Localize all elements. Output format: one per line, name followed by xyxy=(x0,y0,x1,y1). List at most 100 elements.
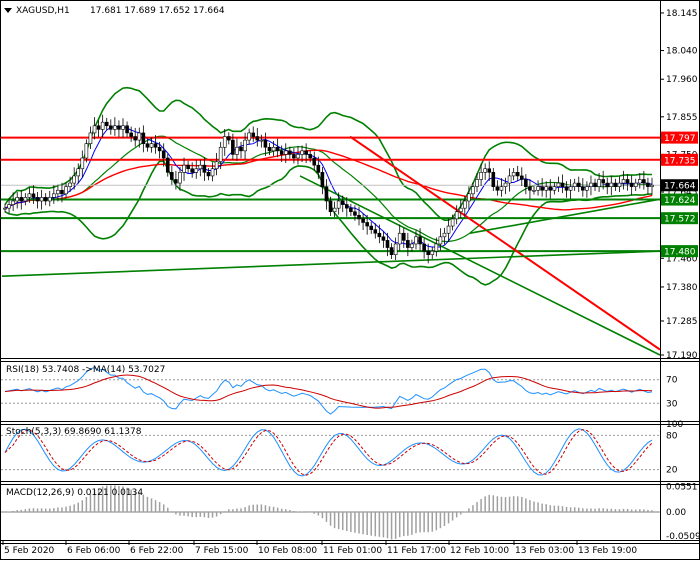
candle-body xyxy=(72,175,76,184)
candle-body xyxy=(381,236,386,241)
x-tick-label: 13 Feb 03:00 xyxy=(515,546,574,556)
candle-body xyxy=(96,125,101,130)
candle-body xyxy=(247,132,251,141)
candle-body xyxy=(422,243,426,252)
candle-body xyxy=(141,132,146,144)
level-tag-label: 17.797 xyxy=(664,134,696,144)
candle-body xyxy=(300,150,304,155)
candle-body xyxy=(214,161,219,170)
candle-body xyxy=(548,186,553,191)
price-panel xyxy=(1,86,661,356)
candle-body xyxy=(389,247,394,256)
candle-body xyxy=(133,136,138,141)
y-tick-label: 17.380 xyxy=(666,283,698,293)
candle-body xyxy=(385,240,390,248)
trendline-resistance xyxy=(349,135,661,351)
y-tick-label: 17.460 xyxy=(666,254,698,264)
candle-body xyxy=(519,175,524,180)
candle-body xyxy=(406,240,410,248)
candle-body xyxy=(642,179,646,184)
candle-body xyxy=(556,182,561,187)
bollinger-upper xyxy=(4,86,652,221)
candle-body xyxy=(121,125,125,130)
candle-body xyxy=(47,197,52,202)
rsi-tick-label: 70 xyxy=(666,376,678,386)
candle-body xyxy=(434,243,439,252)
candle-body xyxy=(68,182,72,187)
candle-body xyxy=(178,172,182,184)
candle-body xyxy=(609,182,614,187)
candle-body xyxy=(283,150,288,155)
trendline-channel-upper xyxy=(299,175,661,356)
candle-body xyxy=(401,232,406,241)
moving-average-fast xyxy=(4,125,653,248)
candle-body xyxy=(31,193,36,198)
candle-body xyxy=(194,168,199,173)
candle-body xyxy=(292,154,296,159)
candle-body xyxy=(442,232,447,238)
candle-body xyxy=(511,172,516,177)
trendline-support xyxy=(1,250,661,278)
candle-body xyxy=(576,182,581,187)
current-price-tag: 17.664 xyxy=(661,179,698,192)
candle-body xyxy=(581,186,585,191)
candle-body xyxy=(165,157,170,173)
candle-body xyxy=(84,143,89,159)
candle-body xyxy=(568,186,573,191)
candle-body xyxy=(463,200,467,209)
moving-average-slow xyxy=(4,149,653,211)
level-tag: 17.797 xyxy=(661,131,698,144)
candle-body xyxy=(202,164,207,173)
level-tag-label: 17.480 xyxy=(664,248,696,258)
candle-body xyxy=(487,168,492,173)
candle-body xyxy=(467,193,471,202)
candle-body xyxy=(340,200,345,205)
candle-body xyxy=(174,179,178,184)
candle-body xyxy=(621,179,626,184)
candle-body xyxy=(471,186,475,195)
candle-body xyxy=(410,243,414,248)
rsi-ma-line xyxy=(4,374,653,409)
rsi-label: RSI(18) 53.7408 ->MA(14) 53.7027 xyxy=(6,365,165,375)
candle-body xyxy=(532,189,536,192)
level-tag-label: 17.624 xyxy=(664,196,696,206)
candle-body xyxy=(515,172,520,177)
candle-body xyxy=(117,125,121,130)
ohlc-label: 17.681 17.689 17.652 17.664 xyxy=(90,6,225,16)
candle-body xyxy=(125,125,129,134)
candle-body xyxy=(279,150,284,155)
candle-body xyxy=(324,186,329,202)
level-tag: 17.480 xyxy=(661,245,698,258)
candle-body xyxy=(491,172,496,187)
candle-body xyxy=(605,182,610,187)
candle-body xyxy=(507,175,512,184)
stoch-label: Stoch(5,3,3) 69.8690 61.1378 xyxy=(6,427,142,437)
candle-body xyxy=(113,125,117,130)
candle-body xyxy=(332,207,337,213)
trendline-rising xyxy=(469,198,661,235)
level-tag-box xyxy=(661,131,698,144)
candle-body xyxy=(320,172,325,187)
macd-tick-label: 0.00 xyxy=(666,508,686,518)
candle-body xyxy=(304,150,308,155)
stoch-tick-label: 20 xyxy=(666,466,678,476)
candle-body xyxy=(601,179,605,184)
candle-body xyxy=(239,146,243,152)
y-tick-label: 17.855 xyxy=(666,113,698,123)
candle-body xyxy=(170,172,174,180)
candle-body xyxy=(560,182,565,187)
candle-body xyxy=(3,207,7,210)
y-tick-label: 18.145 xyxy=(666,9,698,19)
x-tick-label: 5 Feb 2020 xyxy=(4,546,55,556)
candle-body xyxy=(357,215,361,220)
candle-body xyxy=(104,121,109,127)
rsi-line xyxy=(4,366,653,415)
candle-body xyxy=(231,139,235,155)
candle-body xyxy=(251,132,256,137)
level-tag-label: 17.572 xyxy=(664,215,696,225)
dropdown-triangle-icon[interactable] xyxy=(4,8,12,13)
candle-body xyxy=(218,146,223,162)
candle-body xyxy=(267,146,272,152)
candle-body xyxy=(430,250,435,256)
candle-body xyxy=(80,157,85,170)
